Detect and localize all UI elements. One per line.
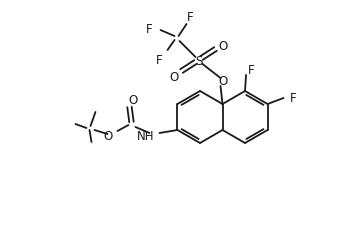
Text: NH: NH xyxy=(137,129,155,142)
Text: O: O xyxy=(103,129,112,142)
Text: O: O xyxy=(218,74,227,87)
Text: O: O xyxy=(218,39,227,52)
Text: F: F xyxy=(290,91,296,104)
Text: O: O xyxy=(129,93,138,106)
Text: F: F xyxy=(248,63,255,76)
Text: F: F xyxy=(187,10,194,23)
Text: F: F xyxy=(156,53,163,66)
Text: O: O xyxy=(169,70,178,83)
Text: F: F xyxy=(146,22,153,35)
Text: S: S xyxy=(195,54,202,67)
